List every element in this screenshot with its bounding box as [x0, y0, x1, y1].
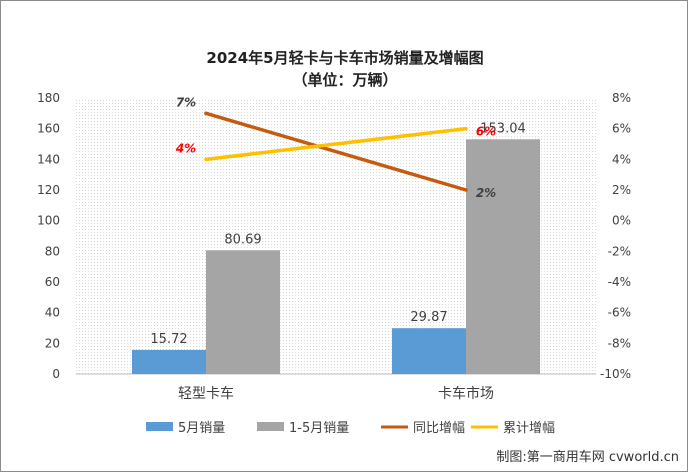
line-data-label: 6% — [476, 125, 496, 139]
series-line — [205, 111, 467, 192]
y-right-tick-label: 2% — [612, 183, 631, 197]
bar — [132, 349, 206, 374]
legend-swatch — [257, 422, 284, 431]
line-data-label: 2% — [476, 186, 496, 200]
series-line — [205, 126, 467, 162]
bar — [466, 139, 540, 374]
y-left-tick-label: 180 — [37, 91, 60, 105]
y-right-tick-label: -2% — [608, 244, 631, 258]
line-point — [464, 126, 468, 131]
y-left-tick-label: 0 — [52, 367, 60, 381]
y-left-tick-label: 80 — [45, 244, 60, 258]
y-right-tick-label: -6% — [608, 306, 631, 320]
legend-label: 同比增幅 — [413, 421, 465, 436]
line-point — [464, 188, 468, 192]
y-right-tick-label: 8% — [612, 91, 631, 105]
bar — [206, 250, 280, 374]
line-data-label: 4% — [175, 141, 196, 155]
bar-data-label: 153.04 — [480, 121, 526, 136]
y-left-tick-label: 160 — [37, 122, 60, 136]
watermark: 制图:第一商用车网 cvworld.cn — [496, 450, 679, 465]
line-data-label: 7% — [176, 95, 196, 109]
bar-data-label: 15.72 — [150, 332, 187, 347]
line-point — [204, 157, 208, 162]
y-left-tick-label: 20 — [45, 336, 60, 350]
bar-data-label: 29.87 — [410, 310, 447, 325]
y-right-tick-label: 0% — [612, 214, 631, 228]
y-right-tick-label: 6% — [612, 122, 631, 136]
y-left-tick-label: 120 — [37, 183, 60, 197]
legend-label: 5月销量 — [178, 421, 225, 436]
y-left-tick-label: 40 — [45, 306, 60, 320]
y-right-tick-label: -4% — [608, 275, 631, 289]
line-point — [204, 111, 208, 116]
legend-label: 1-5月销量 — [289, 421, 349, 436]
x-tick-label: 轻型卡车 — [178, 385, 234, 402]
bar — [392, 328, 466, 374]
y-left-tick-label: 60 — [45, 275, 60, 289]
x-tick-label: 卡车市场 — [438, 385, 494, 402]
y-left-tick-label: 140 — [37, 152, 60, 166]
y-right-tick-label: -8% — [608, 336, 631, 350]
y-right-tick-label: -10% — [600, 367, 631, 381]
chart-subtitle: （单位：万辆） — [292, 71, 398, 89]
bar-data-label: 80.69 — [224, 232, 261, 247]
y-right-tick-label: 4% — [612, 152, 631, 166]
legend-label: 累计增幅 — [503, 421, 555, 436]
y-left-tick-label: 100 — [37, 214, 60, 228]
legend-swatch — [146, 422, 173, 431]
chart-title: 2024年5月轻卡与卡车市场销量及增幅图 — [206, 49, 484, 67]
